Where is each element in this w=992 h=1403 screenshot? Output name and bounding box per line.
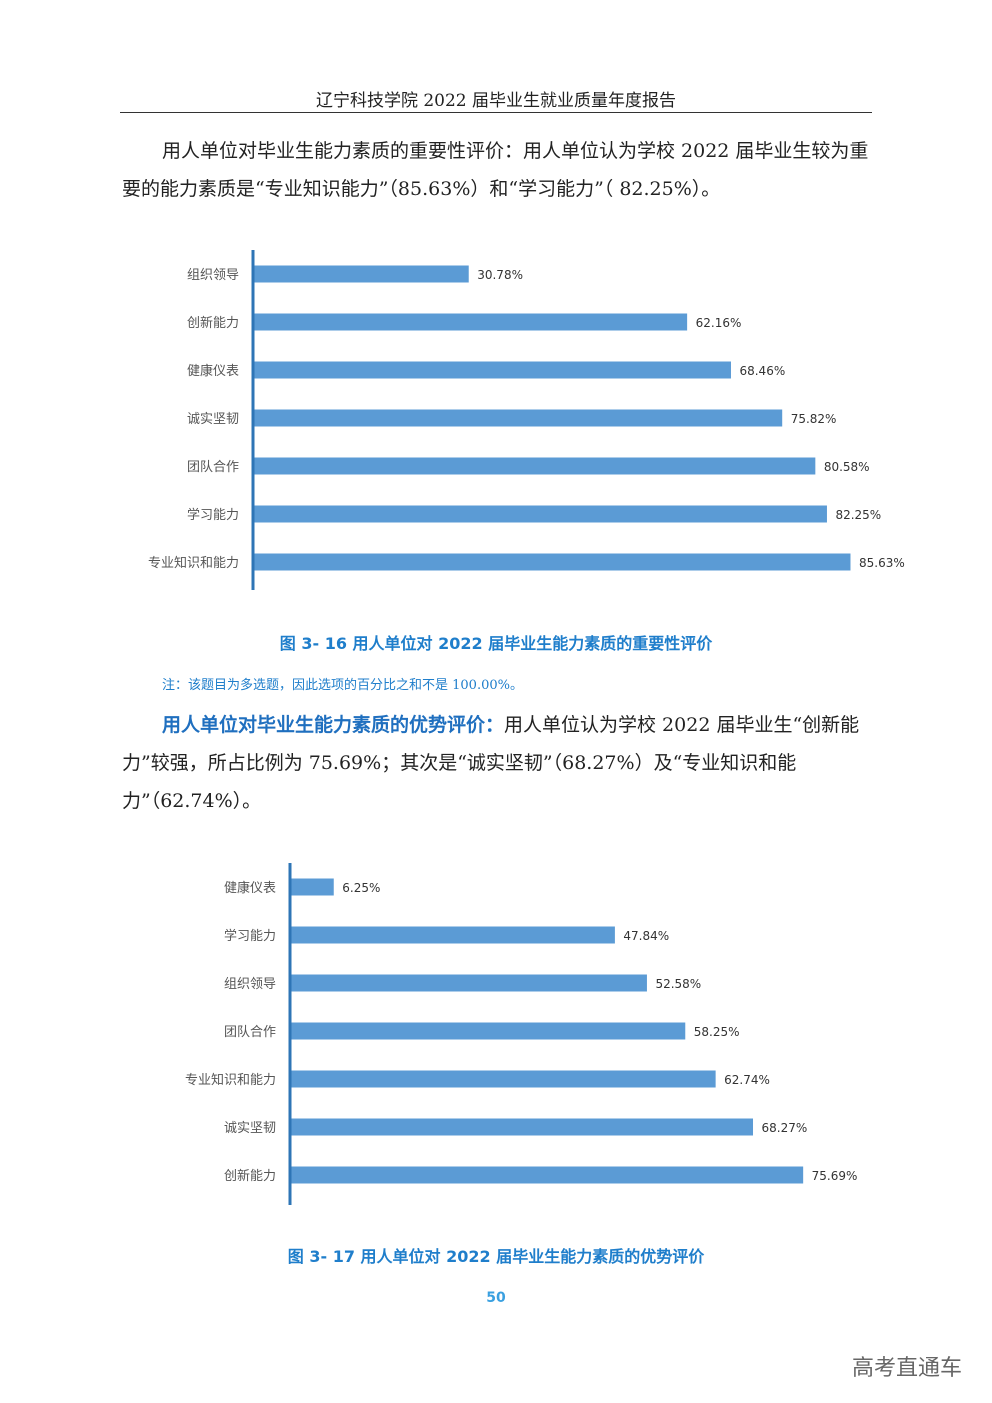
- category-label: 组织领导: [224, 977, 276, 992]
- page-number: 50: [486, 1290, 506, 1306]
- importance-bar-chart: 组织领导 30.78% 创新能力 62.16% 健康仪表 68.46% 诚实坚韧 75.82%…: [148, 250, 905, 590]
- advantage-bar-chart: 健康仪表 6.25% 学习能力 47.84% 组织领导 52.58% 团队合作 58.25% 专…: [185, 863, 858, 1205]
- value-label: 47.84%: [623, 929, 669, 943]
- value-label: 30.78%: [477, 268, 523, 282]
- value-label: 62.16%: [696, 316, 742, 330]
- figure-3-17-caption: 图 3- 17 用人单位对 2022 届毕业生能力素质的优势评价: [287, 1247, 705, 1266]
- bar: [254, 361, 731, 379]
- value-label: 68.27%: [762, 1121, 808, 1135]
- figure-note: 注：该题目为多选题，因此选项的百分比之和不是 100.00%。: [162, 678, 523, 693]
- watermark: 高考直通车: [851, 1356, 962, 1381]
- category-label: 创新能力: [224, 1168, 276, 1184]
- bar: [254, 313, 688, 331]
- value-label: 75.69%: [812, 1169, 858, 1183]
- category-label: 学习能力: [187, 507, 239, 523]
- category-label: 专业知识和能力: [185, 1072, 276, 1088]
- category-label: 创新能力: [187, 315, 239, 331]
- advantage-lead: 用人单位对毕业生能力素质的优势评价：: [162, 714, 505, 736]
- value-label: 52.58%: [655, 977, 701, 991]
- importance-paragraph: 用人单位对毕业生能力素质的重要性评价：用人单位认为学校 2022 届毕业生较为重…: [122, 140, 869, 200]
- advantage-text: 用人单位认为学校 2022 届毕业生“创新能力”较强，所占比例为 75.69%；…: [122, 714, 860, 812]
- category-label: 组织领导: [187, 268, 239, 283]
- bar: [254, 553, 851, 571]
- category-label: 诚实坚韧: [187, 412, 239, 427]
- bar: [291, 974, 647, 992]
- bar: [291, 926, 615, 944]
- bar: [291, 1166, 804, 1184]
- header-title: 辽宁科技学院 2022 届毕业生就业质量年度报告: [315, 91, 677, 111]
- value-label: 85.63%: [859, 556, 905, 570]
- value-label: 68.46%: [739, 364, 785, 378]
- bar: [291, 1070, 716, 1088]
- advantage-paragraph: 用人单位对毕业生能力素质的优势评价：用人单位认为学校 2022 届毕业生“创新能…: [122, 706, 872, 820]
- bar: [254, 457, 816, 475]
- bar: [291, 1118, 754, 1136]
- value-label: 82.25%: [835, 508, 881, 522]
- category-label: 健康仪表: [187, 363, 239, 379]
- category-label: 健康仪表: [224, 880, 276, 896]
- report-header: 辽宁科技学院 2022 届毕业生就业质量年度报告: [120, 86, 872, 113]
- value-label: 6.25%: [342, 881, 380, 895]
- category-label: 诚实坚韧: [224, 1121, 276, 1136]
- bar: [291, 878, 334, 896]
- category-label: 团队合作: [187, 460, 239, 475]
- bar: [254, 505, 827, 523]
- category-label: 团队合作: [224, 1025, 276, 1040]
- category-label: 学习能力: [224, 928, 276, 944]
- category-label: 专业知识和能力: [148, 555, 239, 571]
- bar: [291, 1022, 686, 1040]
- figure-3-16-caption: 图 3- 16 用人单位对 2022 届毕业生能力素质的重要性评价: [279, 634, 713, 653]
- bar: [254, 265, 469, 283]
- bar: [254, 409, 783, 427]
- value-label: 62.74%: [724, 1073, 770, 1087]
- value-label: 75.82%: [791, 412, 837, 426]
- value-label: 58.25%: [694, 1025, 740, 1039]
- value-label: 80.58%: [824, 460, 870, 474]
